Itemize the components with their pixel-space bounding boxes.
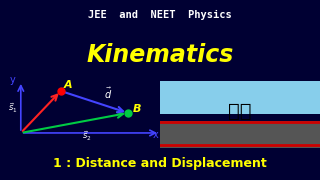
Text: 1 : Distance and Displacement: 1 : Distance and Displacement (53, 157, 267, 170)
Text: $\vec{s}_1$: $\vec{s}_1$ (8, 102, 18, 115)
Text: 🦅🏍: 🦅🏍 (228, 102, 252, 120)
Polygon shape (160, 121, 320, 148)
Text: x: x (152, 130, 158, 140)
Text: Kinematics: Kinematics (86, 43, 234, 67)
Text: JEE  and  NEET  Physics: JEE and NEET Physics (88, 10, 232, 20)
Text: B: B (133, 104, 141, 114)
Text: y: y (10, 75, 16, 85)
Polygon shape (160, 81, 320, 114)
Text: $\vec{d}$: $\vec{d}$ (104, 85, 112, 101)
Text: $\vec{s}_2$: $\vec{s}_2$ (83, 130, 92, 143)
Text: A: A (64, 80, 73, 90)
